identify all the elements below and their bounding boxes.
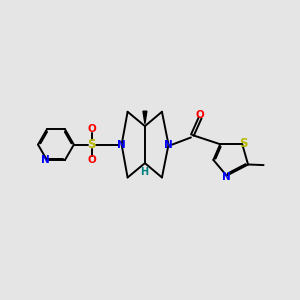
- Text: S: S: [239, 137, 248, 150]
- Text: S: S: [88, 138, 96, 151]
- Text: N: N: [41, 155, 50, 165]
- Text: N: N: [117, 140, 126, 150]
- Text: H: H: [140, 167, 148, 177]
- Text: O: O: [196, 110, 205, 120]
- Text: N: N: [164, 140, 173, 150]
- Text: N: N: [222, 172, 231, 182]
- Polygon shape: [143, 111, 147, 124]
- Text: O: O: [87, 124, 96, 134]
- Text: O: O: [87, 155, 96, 165]
